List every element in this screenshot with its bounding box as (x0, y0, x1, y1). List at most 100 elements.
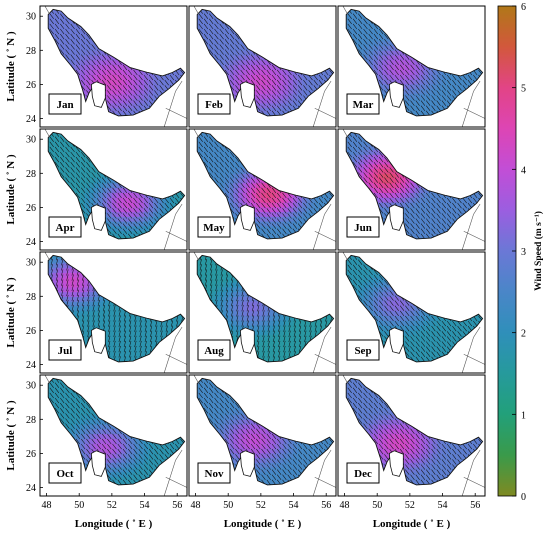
speed-cell (56, 16, 63, 23)
speed-cell (368, 59, 374, 66)
wind-arrow (256, 64, 261, 71)
speed-cell (75, 154, 81, 160)
speed-cell (210, 26, 216, 32)
speed-cell (61, 35, 67, 42)
wind-arrow (127, 105, 133, 111)
speed-cell (446, 78, 452, 85)
speed-cell (247, 59, 253, 66)
wind-arrow (235, 54, 240, 60)
speed-cell (228, 64, 235, 70)
speed-cell (228, 31, 235, 37)
wind-arrow (287, 74, 292, 81)
wind-arrow (378, 39, 384, 45)
speed-cell (441, 102, 448, 109)
speed-cell (405, 64, 411, 70)
wind-arrow (224, 54, 230, 60)
speed-cell (428, 98, 434, 104)
speed-cell (201, 12, 207, 18)
speed-cell (139, 88, 145, 94)
wind-arrow (91, 54, 96, 60)
speed-cell (84, 45, 90, 51)
wind-arrow (410, 85, 415, 91)
speed-cell (297, 98, 303, 104)
speed-cell (61, 16, 67, 23)
speed-cell (219, 35, 225, 42)
speed-cell (107, 93, 113, 99)
wind-arrow (117, 95, 122, 101)
speed-cell (102, 201, 108, 208)
speed-cell (143, 221, 150, 227)
speed-cell (419, 102, 425, 109)
wind-arrow (347, 18, 352, 25)
wind-arrow (303, 79, 308, 86)
wind-arrow (292, 79, 298, 86)
speed-cell (274, 112, 280, 116)
wind-arrow (122, 100, 128, 106)
speed-cell (419, 69, 425, 75)
wind-arrow (229, 79, 235, 86)
wind-arrow (122, 85, 128, 91)
wind-arrow (60, 28, 65, 35)
speed-cell (377, 45, 384, 51)
wind-arrow (101, 74, 107, 81)
wind-arrow (436, 90, 441, 96)
speed-cell (70, 187, 76, 193)
speed-cell (368, 21, 374, 28)
speed-cell (423, 88, 429, 94)
wind-arrow (91, 44, 96, 50)
speed-cell (111, 225, 118, 232)
speed-cell (460, 83, 466, 90)
speed-cell (175, 74, 182, 80)
wind-arrow (245, 69, 250, 76)
wind-arrow (229, 59, 235, 65)
speed-cell (354, 16, 361, 23)
wind-arrow (117, 110, 122, 116)
speed-cell (288, 98, 294, 104)
speed-cell (274, 64, 280, 70)
speed-cell (171, 78, 177, 85)
speed-cell (288, 69, 294, 75)
wind-arrow (287, 100, 292, 106)
speed-cell (130, 74, 136, 80)
wind-arrow (70, 39, 75, 45)
speed-cell (359, 35, 365, 42)
wind-arrow (410, 59, 415, 65)
wind-arrow (54, 18, 60, 25)
wind-arrow (138, 69, 143, 76)
speed-cell (446, 98, 452, 104)
speed-cell (292, 102, 299, 109)
speed-cell (247, 50, 253, 56)
wind-arrow (107, 85, 112, 91)
wind-arrow (80, 59, 86, 65)
wind-arrow (441, 85, 447, 91)
wind-arrow (54, 13, 60, 19)
speed-cell (61, 12, 67, 18)
speed-cell (233, 35, 239, 42)
speed-cell (274, 88, 280, 94)
wind-arrow (431, 105, 436, 111)
speed-cell (270, 74, 276, 80)
speed-cell (79, 206, 86, 213)
wind-arrow (229, 28, 235, 35)
speed-cell (233, 59, 239, 66)
speed-cell (121, 69, 127, 75)
speed-cell (79, 35, 86, 42)
speed-cell (432, 98, 438, 104)
speed-cell (297, 88, 303, 94)
wind-arrow (127, 85, 133, 91)
speed-cell (283, 69, 289, 75)
wind-arrow (240, 64, 245, 71)
speed-cell (256, 93, 262, 99)
wind-arrow (122, 64, 128, 71)
speed-cell (265, 64, 271, 70)
speed-cell (89, 74, 95, 80)
wind-arrow (467, 74, 473, 81)
speed-cell (215, 31, 221, 37)
speed-cell (451, 88, 457, 94)
speed-cell (265, 83, 271, 90)
speed-cell (75, 26, 81, 32)
speed-cell (247, 64, 253, 70)
speed-cell (270, 112, 276, 116)
speed-cell (233, 78, 239, 85)
speed-cell (56, 35, 63, 42)
